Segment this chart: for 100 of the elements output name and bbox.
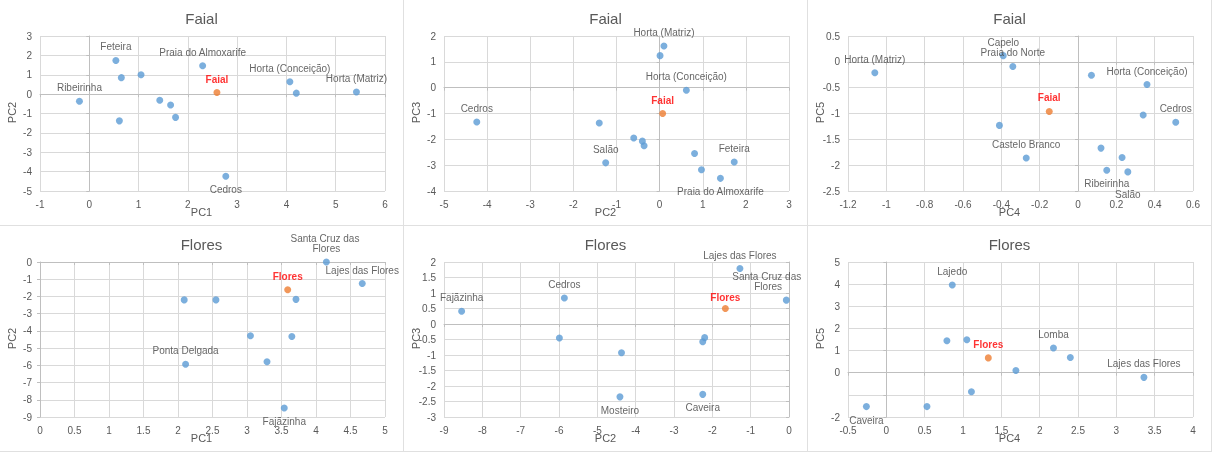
x-tick-label: -4 [631, 424, 641, 436]
y-tick-label: -8 [23, 394, 33, 406]
y-tick-label: -4 [427, 185, 437, 197]
x-axis-title: PC1 [190, 205, 213, 218]
x-tick-label: -3 [525, 198, 536, 210]
y-tick-label: -3 [23, 146, 33, 158]
data-label: Feteira [100, 41, 132, 53]
y-tick-label: -0.5 [418, 334, 437, 345]
x-tick-label: 2 [743, 198, 750, 210]
data-label: Lomba [1038, 328, 1070, 340]
y-tick-label: -1.5 [822, 133, 841, 145]
data-label: Capelo [987, 36, 1020, 48]
y-tick-label: 0 [26, 256, 33, 268]
data-label: Santa Cruz das Flores [290, 233, 363, 254]
x-tick-label: 1 [960, 424, 967, 436]
data-label: Ribeirinha [1084, 178, 1130, 190]
x-tick-label: -0.6 [954, 198, 973, 210]
y-tick-label: -7 [23, 377, 33, 389]
y-tick-label: 0 [834, 367, 841, 379]
y-tick-label: 3 [26, 30, 33, 42]
y-tick-label: -1 [427, 349, 437, 361]
x-tick-label: -2 [568, 198, 579, 210]
data-label: Faial [205, 73, 229, 85]
y-tick-label: 5 [834, 256, 841, 268]
chart-title: Flores [180, 236, 223, 253]
x-tick-label: 3 [786, 198, 793, 210]
data-label: Lajes das Flores [703, 249, 777, 261]
data-label: Horta (Matriz) [844, 53, 906, 65]
x-tick-label: 3 [244, 424, 251, 436]
data-label: Mosteiro [600, 404, 640, 416]
data-label: Caveira [685, 402, 721, 414]
x-tick-label: 0 [656, 198, 663, 210]
y-tick-label: 2 [430, 30, 437, 42]
chart-title: Faial [993, 10, 1026, 27]
data-label: Lajes das Flores [1107, 358, 1181, 370]
x-tick-label: 0.5 [67, 424, 82, 436]
x-tick-label: -9 [439, 424, 449, 436]
data-label: Horta (Conceição) [645, 71, 727, 83]
y-tick-label: 2 [26, 49, 33, 61]
data-label: Salão [592, 143, 619, 155]
x-tick-label: 1 [135, 198, 142, 210]
x-tick-label: 0 [786, 424, 793, 436]
chart-title: Flores [584, 236, 627, 253]
x-tick-label: 0 [37, 424, 44, 436]
x-tick-label: 2 [175, 424, 182, 436]
data-label: Faial [651, 94, 675, 106]
x-tick-label: 0 [1075, 198, 1082, 210]
x-tick-label: 3 [1113, 424, 1120, 436]
y-tick-label: -4 [23, 166, 33, 178]
x-tick-label: -4 [482, 198, 492, 210]
data-label: Feteira [718, 143, 751, 155]
y-axis-title: PC5 [813, 327, 826, 350]
x-tick-label: 3 [234, 198, 241, 210]
data-label: Ribeirinha [56, 82, 103, 94]
y-axis-title: PC3 [409, 101, 422, 124]
y-axis-title: PC5 [813, 101, 826, 124]
x-tick-label: -2 [707, 424, 718, 436]
x-tick-label: -0.8 [916, 198, 934, 210]
x-tick-label: -1 [746, 424, 756, 436]
y-tick-label: 0.5 [826, 30, 841, 42]
y-axis-title: PC2 [5, 101, 18, 124]
data-label: Cedros [460, 103, 493, 115]
data-label: Faial [1037, 92, 1061, 104]
x-tick-label: -5 [439, 198, 449, 210]
y-tick-label: -1 [427, 108, 437, 119]
x-tick-label: 5 [332, 198, 339, 210]
y-tick-label: 3 [834, 300, 841, 312]
data-label: Horta (Conceição) [1106, 65, 1188, 77]
data-label: Lajedo [937, 266, 968, 278]
y-tick-label: 1 [430, 56, 437, 68]
data-label: Praia do Norte [980, 47, 1046, 59]
y-tick-label: -4 [23, 325, 33, 337]
data-label: Horta (Conceição) [249, 62, 331, 74]
x-tick-label: 4.5 [343, 424, 358, 436]
y-tick-label: -2 [427, 133, 437, 145]
x-tick-label: 0 [883, 424, 890, 436]
y-axis-title: PC2 [5, 327, 18, 350]
x-tick-label: 2 [185, 198, 192, 210]
data-label: Castelo Branco [992, 138, 1061, 150]
x-tick-label: 2.5 [1071, 424, 1086, 436]
x-tick-label: 1 [699, 198, 706, 210]
y-tick-label: 1 [430, 287, 437, 299]
x-tick-label: -1 [881, 198, 892, 210]
y-tick-label: -3 [23, 308, 33, 320]
x-tick-label: 0.6 [1186, 198, 1201, 210]
y-tick-label: -2.5 [822, 185, 841, 197]
x-tick-label: -1.2 [839, 198, 858, 210]
y-tick-label: 1 [26, 69, 33, 81]
y-tick-label: 1.5 [422, 272, 437, 283]
x-tick-label: 1.5 [136, 424, 151, 436]
x-tick-label: 0.4 [1147, 198, 1163, 210]
x-tick-label: 5 [382, 424, 389, 436]
data-label: Horta (Matriz) [633, 27, 695, 39]
y-tick-label: -1.5 [418, 365, 437, 376]
y-tick-label: -2 [427, 380, 437, 392]
data-label: Flores [272, 270, 304, 282]
x-tick-label: 4 [1190, 424, 1197, 436]
data-label: Ponta Delgada [152, 345, 220, 357]
x-tick-label: 0.5 [917, 424, 933, 436]
y-tick-label: -2 [831, 411, 841, 423]
